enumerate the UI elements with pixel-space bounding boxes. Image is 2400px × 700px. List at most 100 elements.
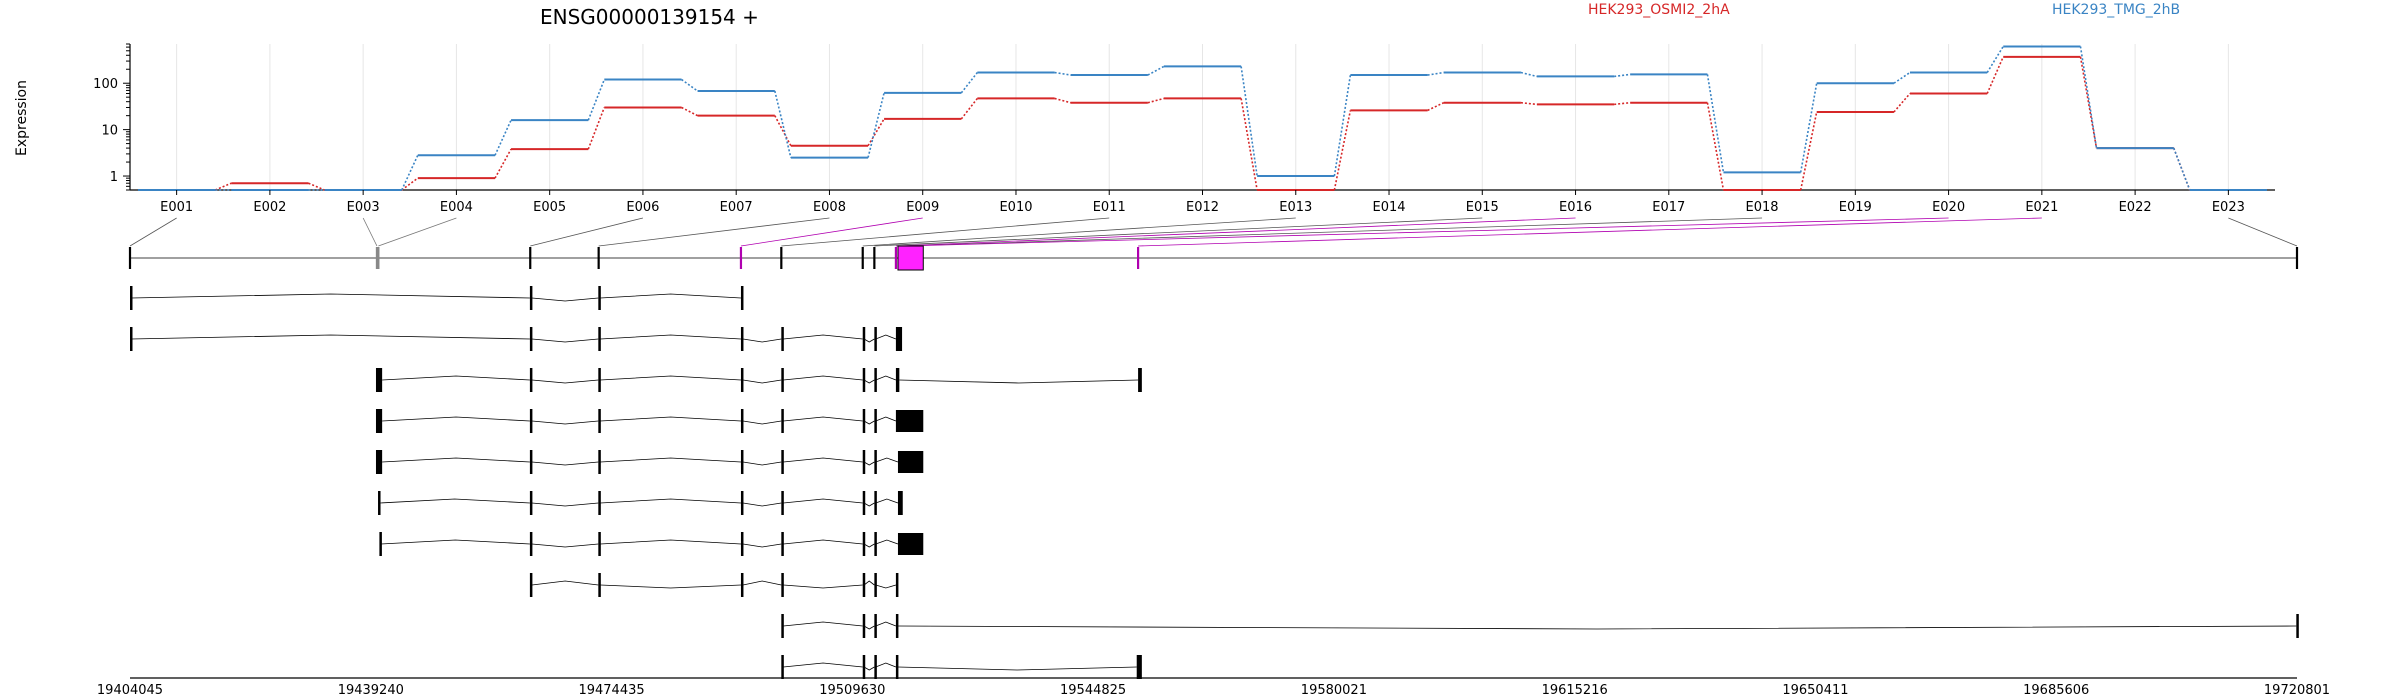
series-0-connector <box>1614 101 1631 106</box>
transcript-exon <box>897 491 903 515</box>
series-0-connector <box>401 177 419 191</box>
transcript-intron <box>531 420 599 425</box>
transcript-exon <box>598 573 601 597</box>
transcript-intron <box>382 457 530 463</box>
transcript-intron <box>531 297 599 302</box>
series-0-connector <box>774 115 792 147</box>
exon-connector <box>362 217 378 247</box>
transcript-exon <box>740 409 744 433</box>
transcript-intron <box>382 416 530 422</box>
transcript-exon <box>781 573 784 597</box>
transcript-exon <box>862 491 866 515</box>
y-tick-label: 10 <box>101 124 118 139</box>
exon-label: E020 <box>1932 200 1965 215</box>
transcript-exon <box>874 491 877 515</box>
y-axis-label: Expression <box>14 80 30 156</box>
plot-gridlines <box>176 44 2229 190</box>
transcript-exon <box>598 532 601 556</box>
series-0-connector <box>1799 111 1818 191</box>
genomic-tick-label: 19544825 <box>1060 683 1126 698</box>
exon-label: E021 <box>2025 200 2058 215</box>
exon-label: E008 <box>813 200 846 215</box>
transcript-exon <box>781 368 784 392</box>
exon-label: E011 <box>1093 200 1126 215</box>
transcript-exon <box>895 655 899 679</box>
transcript-intron <box>875 662 897 668</box>
transcript-intron <box>380 539 530 545</box>
series-0-connector <box>1706 102 1725 191</box>
transcript-exon <box>874 327 877 351</box>
transcript-intron <box>600 498 741 504</box>
transcript-intron <box>531 379 599 384</box>
transcript-intron <box>531 338 599 343</box>
transcript-exon <box>375 368 383 392</box>
transcript-intron <box>863 580 875 586</box>
highlighted-exon <box>897 245 924 271</box>
transcript-exon <box>529 491 533 515</box>
transcript-exon <box>895 327 903 351</box>
exon-label: E003 <box>347 200 380 215</box>
exon-label: E009 <box>906 200 939 215</box>
transcript-intron <box>863 666 875 671</box>
transcript-exon <box>529 532 533 556</box>
transcript-intron <box>600 539 741 545</box>
transcript-intron <box>531 502 599 507</box>
legend-entry-osmi: HEK293_OSMI2_2hA <box>1588 2 1730 18</box>
transcript-exon <box>740 327 744 351</box>
transcript-exon <box>895 368 900 392</box>
transcript-exon <box>874 573 877 597</box>
series-0-connector <box>587 107 606 150</box>
exon-label: E001 <box>160 200 193 215</box>
series-0-connector <box>494 148 512 179</box>
chart-title: ENSG00000139154 + <box>540 5 759 29</box>
series-0-connector <box>1054 97 1071 104</box>
transcript-exon <box>895 614 899 638</box>
transcript-intron <box>863 543 875 548</box>
exon-connector <box>2228 217 2298 247</box>
transcript-exon <box>781 327 784 351</box>
series-0-connector <box>1986 56 2004 94</box>
transcript-exon <box>598 491 601 515</box>
transcript-exon <box>874 655 877 679</box>
transcript-exon <box>379 532 382 556</box>
transcript-intron <box>742 502 782 507</box>
transcript-intron <box>600 457 741 463</box>
genomic-tick-label: 19404045 <box>97 683 163 698</box>
exon-connector <box>781 217 1110 247</box>
transcript-intron <box>875 498 899 504</box>
transcript-intron <box>742 379 782 384</box>
exon-label: E017 <box>1652 200 1685 215</box>
transcript-exon <box>740 491 744 515</box>
genomic-tick-label: 19615216 <box>1542 683 1608 698</box>
transcript-exon <box>862 532 866 556</box>
transcript-intron <box>863 338 875 343</box>
series-0-connector <box>2079 56 2098 149</box>
exon-connector <box>378 217 457 247</box>
transcript-exon <box>740 532 744 556</box>
series-1-connector <box>587 79 606 121</box>
exon-connector-lines <box>129 217 2298 247</box>
transcript-exon <box>862 409 866 433</box>
transcript-intron <box>863 420 875 425</box>
transcript-intron <box>600 293 741 299</box>
transcript-exon <box>598 450 601 474</box>
transcript-exon <box>874 614 877 638</box>
transcript-intron <box>875 539 899 545</box>
transcript-intron <box>783 416 863 422</box>
transcript-exon <box>781 450 784 474</box>
transcript-intron <box>382 375 530 381</box>
y-tick-label: 100 <box>93 77 118 92</box>
transcript-models <box>130 286 2299 679</box>
transcript-exon <box>862 614 866 638</box>
exon-labels: E001 E002 E003 E004 E005 E006 E007 E008 E009 E010… <box>160 190 2245 215</box>
exon-label: E012 <box>1186 200 1219 215</box>
exon-label: E014 <box>1373 200 1406 215</box>
transcript-intron <box>742 461 782 466</box>
series-0-connector <box>1147 97 1165 104</box>
series-0-connector <box>960 97 978 120</box>
transcript-intron <box>600 584 741 589</box>
transcript-exon <box>862 450 866 474</box>
exon-connector <box>905 217 1949 247</box>
series-1-connector <box>774 90 792 158</box>
transcript-intron <box>742 580 782 586</box>
